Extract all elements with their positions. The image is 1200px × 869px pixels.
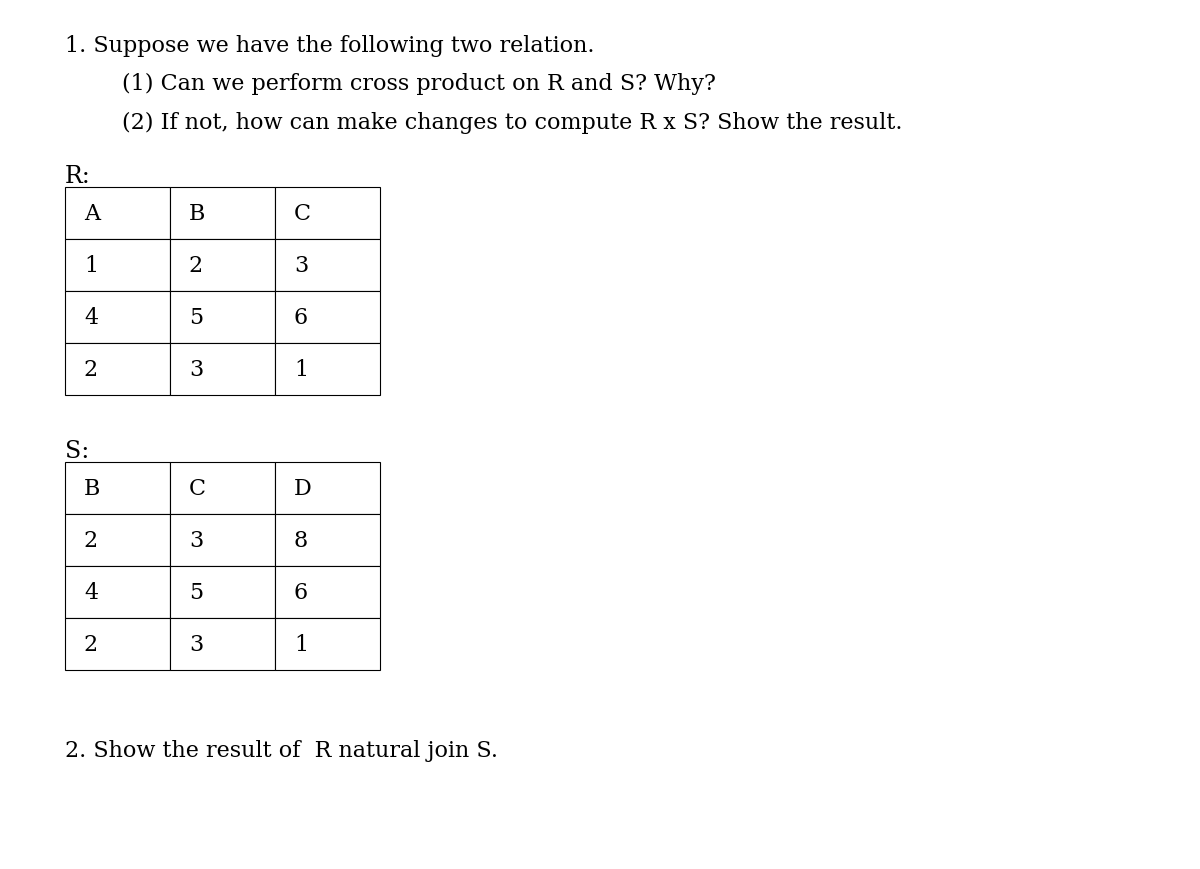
Text: 2: 2 [84, 359, 98, 381]
Text: 1: 1 [84, 255, 98, 276]
Bar [275, 188, 380, 240]
Text: B: B [188, 202, 205, 225]
Bar [275, 462, 380, 514]
Bar [170, 462, 275, 514]
Text: 8: 8 [294, 529, 308, 551]
Bar [65, 240, 170, 292]
Text: 6: 6 [294, 307, 308, 328]
Bar [170, 343, 275, 395]
Text: B: B [84, 477, 101, 500]
Text: 2: 2 [188, 255, 203, 276]
Text: 3: 3 [188, 529, 203, 551]
Bar [170, 292, 275, 343]
Bar [275, 514, 380, 567]
Text: 2: 2 [84, 634, 98, 655]
Bar [65, 188, 170, 240]
Text: R:: R: [65, 165, 91, 188]
Text: 3: 3 [294, 255, 308, 276]
Text: 1: 1 [294, 359, 308, 381]
Bar [170, 514, 275, 567]
Bar [170, 240, 275, 292]
Bar [65, 343, 170, 395]
Text: 3: 3 [188, 634, 203, 655]
Text: 2. Show the result of  R natural join S.: 2. Show the result of R natural join S. [65, 740, 498, 761]
Bar [170, 618, 275, 670]
Bar [275, 618, 380, 670]
Bar [275, 343, 380, 395]
Text: 3: 3 [188, 359, 203, 381]
Bar [275, 567, 380, 618]
Text: 1. Suppose we have the following two relation.: 1. Suppose we have the following two rel… [65, 35, 594, 57]
Bar [65, 618, 170, 670]
Text: S:: S: [65, 440, 89, 462]
Text: 4: 4 [84, 307, 98, 328]
Text: (1) Can we perform cross product on R and S? Why?: (1) Can we perform cross product on R an… [65, 73, 716, 95]
Text: 4: 4 [84, 581, 98, 603]
Text: 6: 6 [294, 581, 308, 603]
Bar [65, 567, 170, 618]
Text: 1: 1 [294, 634, 308, 655]
Bar [65, 462, 170, 514]
Bar [170, 188, 275, 240]
Text: 5: 5 [188, 581, 203, 603]
Text: D: D [294, 477, 312, 500]
Bar [65, 514, 170, 567]
Text: (2) If not, how can make changes to compute R x S? Show the result.: (2) If not, how can make changes to comp… [65, 112, 902, 134]
Text: C: C [294, 202, 311, 225]
Bar [65, 292, 170, 343]
Bar [275, 240, 380, 292]
Bar [170, 567, 275, 618]
Text: 5: 5 [188, 307, 203, 328]
Bar [275, 292, 380, 343]
Text: C: C [188, 477, 206, 500]
Text: 2: 2 [84, 529, 98, 551]
Text: A: A [84, 202, 100, 225]
